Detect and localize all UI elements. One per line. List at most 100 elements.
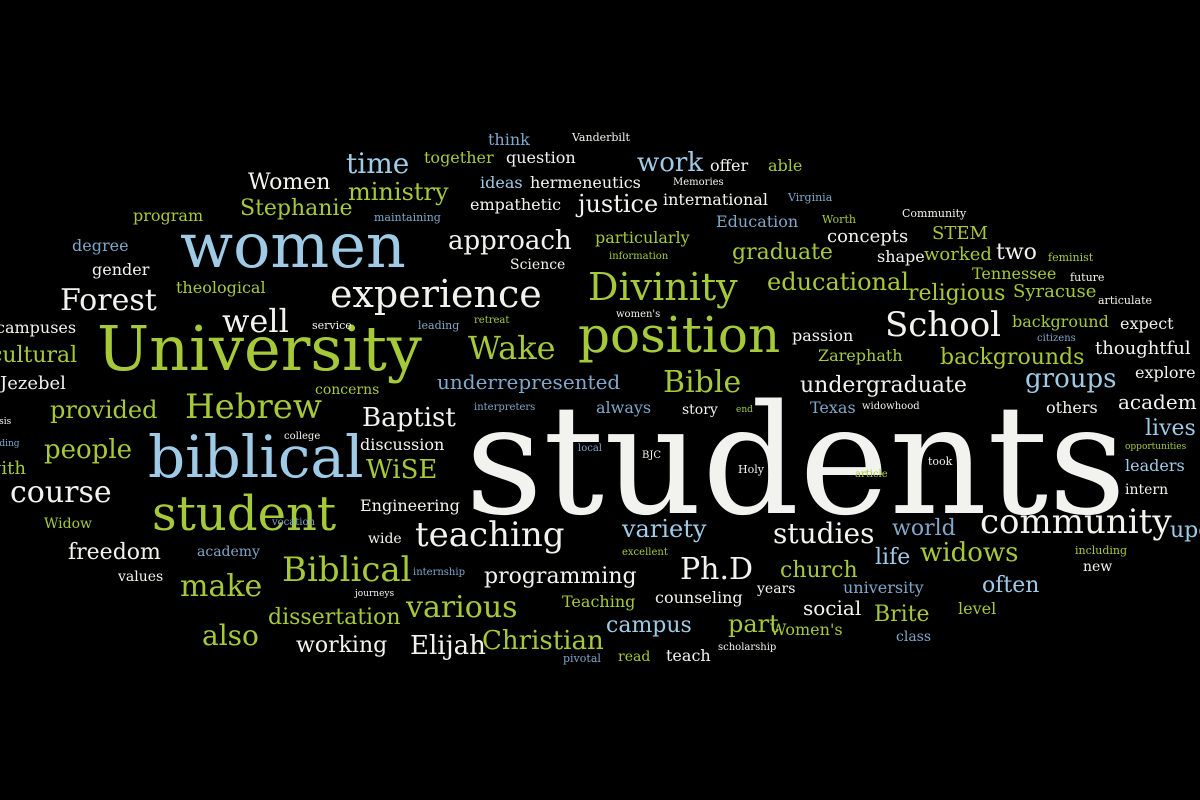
word-studies: studies (773, 517, 875, 550)
word-syracuse: Syracuse (1013, 281, 1097, 302)
word-educational: educational (767, 268, 909, 296)
word-often: often (982, 573, 1040, 598)
word-wake: Wake (468, 329, 556, 367)
word-theological: theological (176, 278, 266, 297)
word-two: two (996, 240, 1037, 265)
word-end: end (736, 405, 753, 415)
word-took: took (928, 455, 953, 468)
word-womens: women's (616, 309, 661, 320)
word-bible: Bible (663, 365, 742, 400)
word-together: together (424, 148, 494, 167)
word-teach: teach (666, 646, 711, 665)
word-gender: gender (92, 260, 150, 279)
word-expect: expect (1120, 314, 1174, 333)
word-counseling: counseling (655, 588, 743, 607)
word-variety: variety (622, 515, 707, 543)
word-social: social (803, 596, 862, 620)
word-offer: offer (710, 156, 749, 175)
word-academ: academ (1118, 390, 1197, 414)
word-forest: Forest (60, 283, 157, 318)
word-working: working (296, 633, 388, 658)
word-approach: approach (448, 226, 572, 256)
word-biblical-capital: Biblical (282, 550, 412, 590)
word-retreat: retreat (474, 315, 510, 326)
word-students: students (465, 372, 1127, 549)
word-particularly: particularly (595, 228, 690, 247)
word-able: able (768, 156, 803, 175)
word-memories: Memories (673, 177, 724, 188)
word-worked: worked (924, 244, 992, 265)
word-think: think (488, 130, 530, 149)
word-program: program (133, 206, 204, 225)
word-tennessee: Tennessee (972, 264, 1057, 283)
word-values: values (118, 569, 164, 585)
word-upon: upon (1170, 518, 1200, 543)
word-divinity: Divinity (588, 265, 738, 309)
word-level: level (958, 599, 997, 618)
word-ministry: ministry (348, 178, 449, 206)
word-time: time (346, 147, 410, 180)
word-virginia: Virginia (788, 191, 833, 204)
word-leaders: leaders (1125, 456, 1185, 475)
word-widow: Widow (44, 516, 92, 532)
word-also: also (202, 619, 259, 652)
word-stephanie: Stephanie (240, 196, 353, 221)
word-international: international (663, 190, 768, 209)
word-concepts: concepts (827, 226, 909, 247)
word-discussion: discussion (360, 435, 445, 454)
word-empathetic: empathetic (470, 195, 562, 214)
word-question: question (506, 148, 576, 167)
word-journeys: journeys (355, 589, 395, 599)
word-justice: justice (578, 190, 659, 218)
word-undergraduate: undergraduate (800, 373, 967, 398)
word-thoughtful: thoughtful (1095, 338, 1191, 359)
word-new: new (1083, 559, 1113, 575)
word-course: course (10, 475, 112, 510)
word-life: life (875, 545, 911, 570)
word-underrepresented: underrepresented (437, 370, 621, 394)
word-make: make (180, 569, 263, 604)
word-freedom: freedom (68, 540, 161, 565)
word-groups: groups (1025, 364, 1117, 394)
word-position: position (578, 306, 781, 364)
word-people: people (44, 435, 133, 465)
word-bjc: BJC (642, 450, 662, 461)
word-local: local (578, 443, 602, 454)
word-story: story (682, 402, 718, 418)
word-campus: campus (606, 613, 692, 638)
word-campuses: campuses (0, 318, 77, 337)
word-women: women (180, 209, 406, 282)
word-hermeneutics: hermeneutics (530, 173, 641, 192)
word-biblical: biblical (148, 423, 364, 491)
word-religious: religious (908, 281, 1006, 306)
word-school: School (885, 305, 1002, 345)
word-baptist: Baptist (362, 403, 456, 433)
word-read: read (618, 649, 651, 665)
word-cultural: cultural (0, 343, 78, 368)
word-article: article (855, 469, 888, 480)
word-passion: passion (792, 326, 854, 345)
word-feminist: feminist (1048, 251, 1094, 264)
word-work: work (637, 148, 704, 178)
word-ysis: ysis (0, 417, 12, 427)
word-christian: Christian (482, 626, 604, 656)
word-jezebel: Jezebel (0, 373, 66, 394)
word-intern: intern (1125, 482, 1169, 498)
word-community-capital: Community (902, 207, 967, 220)
word-vocation: vocation (272, 517, 315, 528)
word-teaching: teaching (415, 515, 565, 555)
word-wide: wide (368, 531, 402, 547)
word-college: college (284, 431, 321, 442)
word-widowhood: widowhood (862, 401, 920, 412)
word-others: others (1046, 398, 1098, 417)
word-part: part (728, 610, 779, 638)
word-shape: shape (877, 247, 925, 266)
word-wise: WiSE (366, 455, 438, 485)
word-internship: internship (413, 567, 465, 578)
word-texas: Texas (810, 398, 856, 417)
word-years: years (757, 581, 796, 597)
word-opportunities: opportunities (1125, 442, 1187, 452)
word-always: always (596, 398, 652, 417)
word-lives: lives (1145, 416, 1196, 441)
